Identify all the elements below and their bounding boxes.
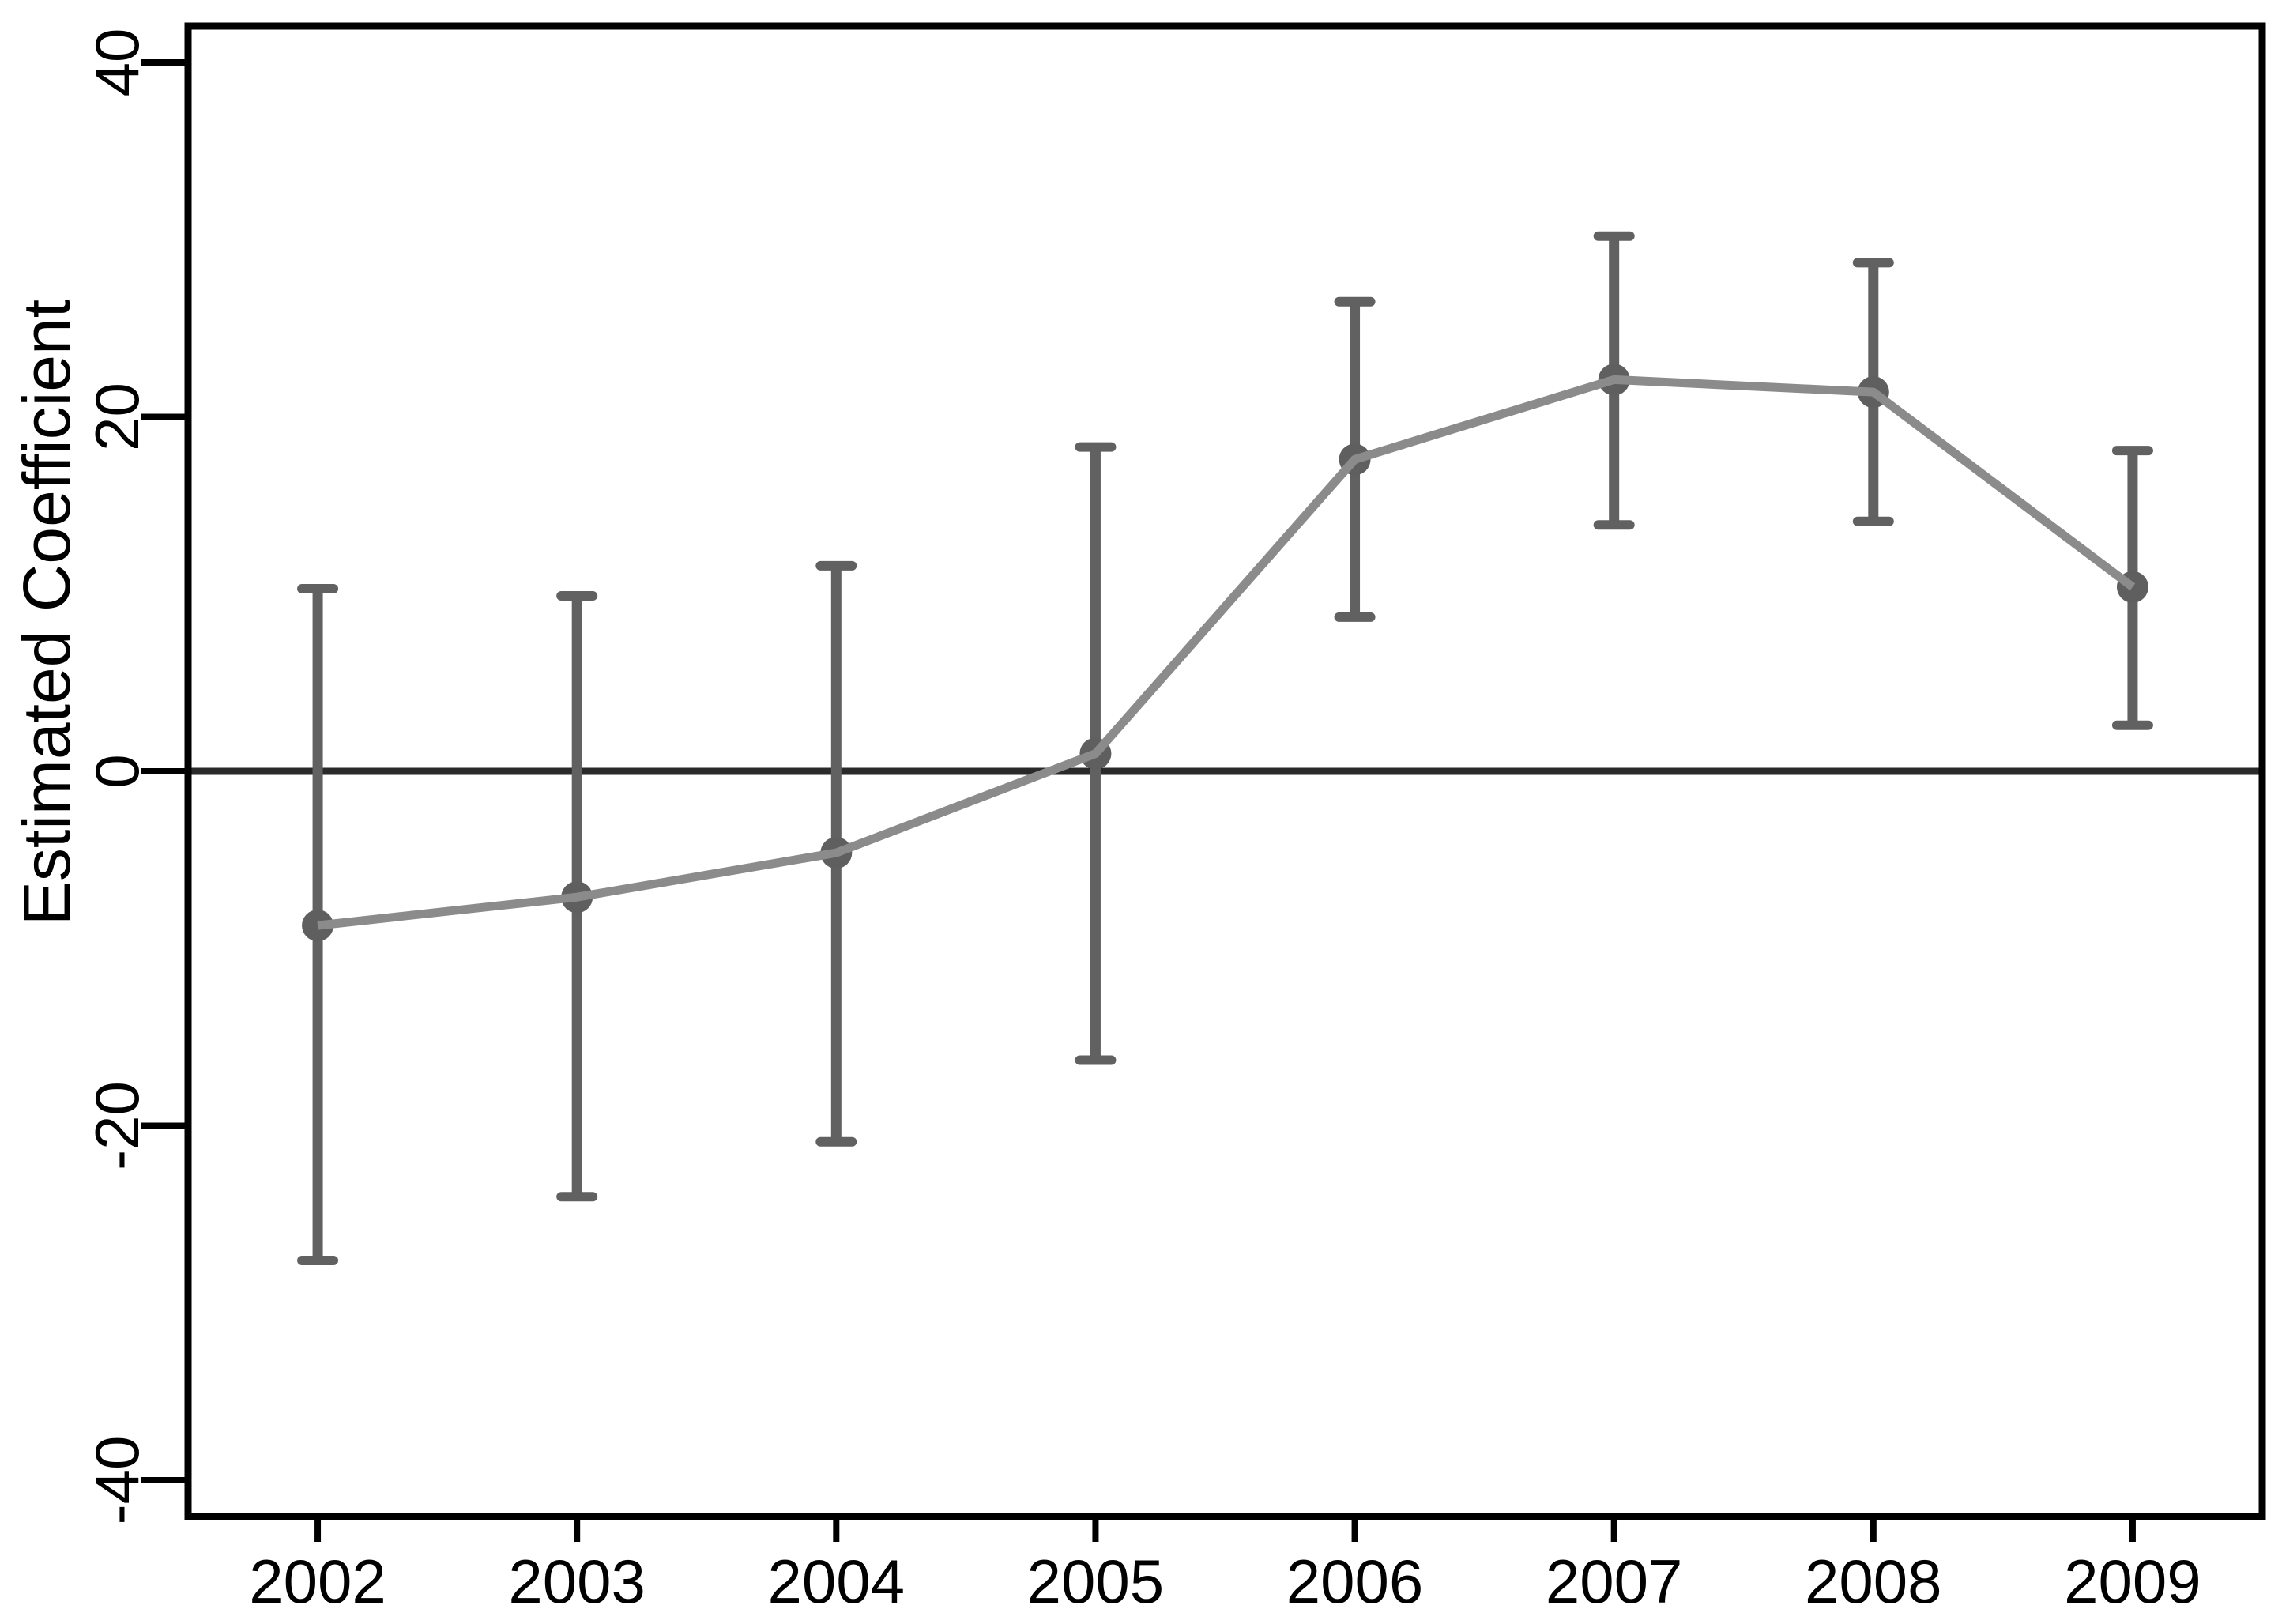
x-tick-label: 2005: [1027, 1547, 1165, 1616]
y-tick-label: 0: [82, 754, 152, 788]
x-tick-label: 2008: [1805, 1547, 1942, 1616]
y-tick-label: 40: [82, 28, 152, 97]
estimate-line: [317, 375, 2136, 930]
x-tick-label: 2004: [768, 1547, 906, 1616]
y-tick-label: -20: [82, 1081, 152, 1170]
y-tick-label: -40: [82, 1436, 152, 1525]
y-tick-label: 20: [82, 382, 152, 451]
x-tick-label: 2007: [1546, 1547, 1683, 1616]
x-tick-label: 2006: [1286, 1547, 1424, 1616]
x-tick-label: 2009: [2064, 1547, 2201, 1616]
x-tick-label: 2003: [508, 1547, 646, 1616]
y-axis-title: Estimated Coefficient: [9, 300, 84, 925]
x-tick-label: 2002: [249, 1547, 386, 1616]
